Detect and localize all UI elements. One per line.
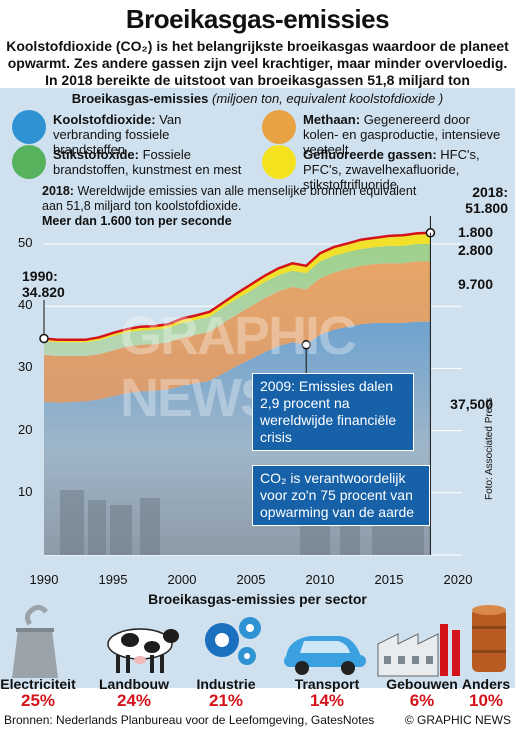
legend-name-co2: Koolstofdioxide: xyxy=(53,112,156,127)
marker-start-total xyxy=(39,333,49,344)
end-value-label: 51.800 xyxy=(465,200,508,216)
x-tick-label: 2015 xyxy=(374,572,404,587)
y-tick-label: 50 xyxy=(18,235,33,250)
sector-pct: 25% xyxy=(20,691,56,710)
y-tick-label: 40 xyxy=(18,297,33,313)
stikstof-value-label: 2.800 xyxy=(457,242,493,258)
sector-landbouw: Landbouw 24% xyxy=(84,608,184,710)
x-tick-label: 2010 xyxy=(305,572,335,587)
chart-unit-text: (miljoen ton, equivalent koolstofdioxide… xyxy=(211,91,444,106)
x-tick-label: 1990 xyxy=(29,572,59,587)
sector-industrie: Industrie 21% xyxy=(186,608,266,710)
sector-anders: Anders 10% xyxy=(458,608,514,710)
legend-dot-methaan xyxy=(262,110,296,144)
sector-pct: 21% xyxy=(208,691,244,710)
x-tick-label: 2020 xyxy=(443,572,473,587)
sector-name: Transport xyxy=(294,676,360,692)
brand-credit: © GRAPHIC NEWS xyxy=(404,713,511,727)
legend-name-stikstof: Stikstofoxide: xyxy=(53,147,139,162)
sector-name: Electriciteit xyxy=(0,676,76,692)
legend-item-methaan: Methaan: Gegenereerd door kolen- en gasp… xyxy=(262,110,508,157)
gears-icon xyxy=(205,617,261,665)
sector-pct: 14% xyxy=(309,691,345,710)
intro-text: Koolstofdioxide (CO₂) is het belangrijks… xyxy=(6,38,509,88)
y-tick-label: 30 xyxy=(18,359,33,375)
cow-icon xyxy=(107,628,179,673)
sources: Bronnen: Nederlands Planbureau voor de L… xyxy=(4,713,375,727)
y-tick-label: 20 xyxy=(18,421,33,437)
sector-pct: 24% xyxy=(116,691,152,710)
chart-title-text: Broeikasgas-emissies xyxy=(71,91,209,106)
legend-item-fluor: Gefluoreerde gassen: HFC's, PFC's, zwave… xyxy=(262,145,508,192)
sector-name: Industrie xyxy=(196,676,256,692)
sector-icons xyxy=(12,604,506,678)
sector-name: Landbouw xyxy=(99,676,169,692)
legend-dot-co2 xyxy=(12,110,46,144)
legend-name-methaan: Methaan: xyxy=(303,112,361,127)
total-emissions-line xyxy=(43,231,431,342)
area-fluor xyxy=(44,232,431,343)
sector-name: Anders xyxy=(461,676,511,692)
chart-title: Broeikasgas-emissies (miljoen ton, equiv… xyxy=(0,91,515,106)
start-value-label: 34.820 xyxy=(22,284,65,300)
barrel-icon xyxy=(472,605,506,672)
sector-transport: Transport 14% xyxy=(282,608,372,710)
sector-pct: 6% xyxy=(409,691,435,710)
callout-financial-crisis: 2009: Emissies dalen 2,9 procent na were… xyxy=(252,373,414,451)
note-year: 2018: xyxy=(42,184,74,198)
note-2018: 2018: Wereldwijde emissies van alle mens… xyxy=(42,184,422,229)
methaan-value-label: 9.700 xyxy=(457,276,493,292)
fluor-value-label: 1.800 xyxy=(457,224,493,240)
sector-title: Broeikasgas-emissies per sector xyxy=(148,591,367,607)
x-tick-label: 1995 xyxy=(98,572,128,587)
power-plant-icon xyxy=(12,604,58,678)
co2-value-label: 37,500 xyxy=(450,396,493,412)
end-year-label: 2018: xyxy=(472,184,508,200)
marker-2009-dip xyxy=(301,340,311,350)
x-tick-label: 2000 xyxy=(167,572,197,587)
factory-block xyxy=(60,490,84,555)
legend-dot-fluor xyxy=(262,145,296,179)
factory-block xyxy=(110,505,132,555)
page-title: Broeikasgas-emissies xyxy=(125,4,390,34)
sector-pct: 10% xyxy=(468,691,504,710)
area-stikstof xyxy=(44,244,431,356)
factory-block xyxy=(88,500,106,555)
watermark: GRAPHIC NEWS xyxy=(120,306,357,428)
legend-item-co2: Koolstofdioxide: Van verbranding fossiel… xyxy=(12,110,242,157)
legend-desc-methaan: Gegenereerd door kolen- en gasproductie,… xyxy=(303,112,501,157)
sector-name: Gebouwen xyxy=(386,676,458,692)
sector-gebouwen: Gebouwen 6% xyxy=(382,608,462,710)
factory-block xyxy=(140,498,160,555)
chart-markers xyxy=(39,216,436,555)
start-year-label: 1990: xyxy=(22,268,58,284)
legend-item-stikstof: Stikstofoxide: Fossiele brandstoffen, ku… xyxy=(12,145,242,179)
note-text: Wereldwijde emissies van alle menselijke… xyxy=(42,184,417,213)
sector-electriciteit: Electriciteit 25% xyxy=(0,608,76,710)
y-tick-label: 10 xyxy=(18,483,33,499)
legend-desc-stikstof: Fossiele brandstoffen, kunstmest en mest xyxy=(53,147,242,177)
callout-co2-share: CO₂ is verantwoordelijk voor zo'n 75 pro… xyxy=(252,465,430,526)
legend-desc-co2: Van verbranding fossiele brandstoffen xyxy=(53,112,182,157)
legend-dot-stikstof xyxy=(12,145,46,179)
photo-credit: Foto: Associated Press xyxy=(484,397,495,500)
area-methaan xyxy=(44,261,431,403)
legend-desc-fluor: HFC's, PFC's, zwavelhexafluoride, stikst… xyxy=(303,147,480,192)
x-tick-label: 2005 xyxy=(236,572,266,587)
car-icon xyxy=(284,636,366,675)
factory-icon xyxy=(377,624,460,677)
legend-name-fluor: Gefluoreerde gassen: xyxy=(303,147,437,162)
note-sub: Meer dan 1.600 ton per seconde xyxy=(42,214,232,228)
